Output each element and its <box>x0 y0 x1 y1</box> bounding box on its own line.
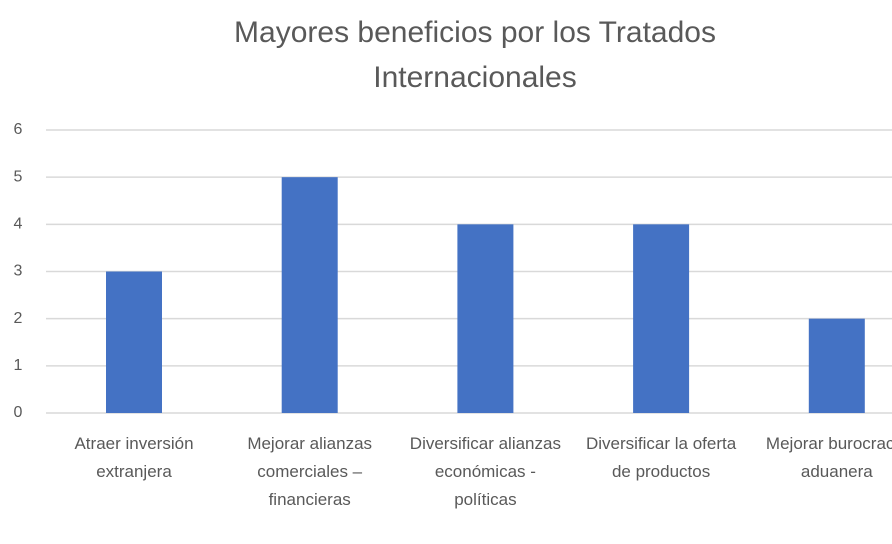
bar <box>106 271 162 413</box>
y-tick-label: 0 <box>14 404 23 421</box>
chart-title: Mayores beneficios por los Tratados Inte… <box>234 16 716 94</box>
bar <box>457 224 514 413</box>
bar <box>808 318 865 413</box>
y-tick-label: 5 <box>14 168 23 185</box>
x-tick-label: Atraer inversión extranjera <box>74 434 194 481</box>
y-tick-label: 3 <box>14 263 23 280</box>
bar <box>281 177 338 413</box>
x-tick-label: Mejorar burocracia aduanera <box>765 434 892 481</box>
y-tick-label: 4 <box>14 216 23 233</box>
x-tick-label: Diversificar alianzas económicas - polít… <box>409 434 561 509</box>
x-tick-label: Mejorar alianzas comerciales – financier… <box>247 434 373 509</box>
y-tick-label: 1 <box>14 357 23 374</box>
x-tick-label: Diversificar la oferta de productos <box>585 434 737 481</box>
y-tick-label: 2 <box>14 310 23 327</box>
y-tick-label: 6 <box>14 121 23 138</box>
bar <box>633 224 690 413</box>
